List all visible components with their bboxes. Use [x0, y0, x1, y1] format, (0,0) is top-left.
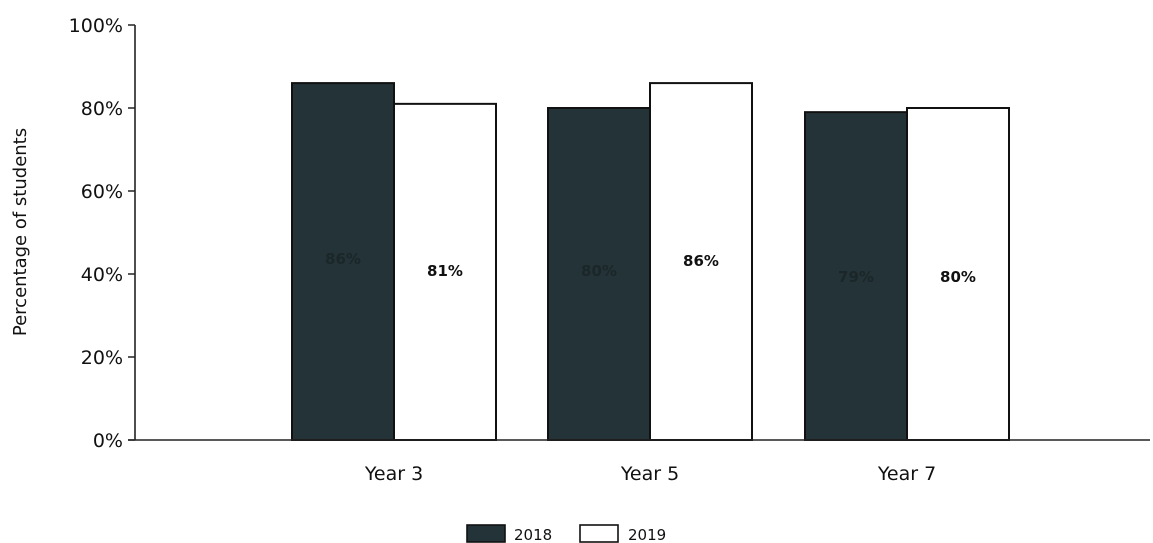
- data-label-2018-year-3: 86%: [325, 250, 361, 268]
- y-tick-label: 20%: [81, 347, 123, 369]
- y-tick-label: 0%: [93, 430, 123, 452]
- bar-2019-year-7: [906, 107, 1010, 441]
- y-tick-label: 100%: [69, 15, 123, 37]
- legend-swatch-2018: [466, 524, 506, 543]
- y-tick-label: 60%: [81, 181, 123, 203]
- bar-2018-year-7: [804, 111, 908, 442]
- data-label-2019-year-5: 86%: [683, 252, 719, 270]
- legend: 2018 2019: [466, 524, 666, 543]
- y-tick-label: 80%: [81, 98, 123, 120]
- data-label-2018-year-7: 79%: [838, 268, 874, 286]
- legend-label-2018: 2018: [514, 526, 552, 543]
- y-axis-title: Percentage of students: [10, 128, 31, 336]
- x-category-label: Year 3: [364, 463, 423, 485]
- data-label-2018-year-5: 80%: [581, 262, 617, 280]
- bar-2019-year-5: [649, 82, 753, 441]
- x-category-label: Year 7: [877, 463, 936, 485]
- x-category-label: Year 5: [620, 463, 679, 485]
- y-tick-label: 40%: [81, 264, 123, 286]
- bar-2019-year-3: [393, 102, 497, 441]
- data-label-2019-year-7: 80%: [940, 268, 976, 286]
- legend-label-2019: 2019: [628, 526, 666, 543]
- legend-swatch-2019: [579, 524, 619, 543]
- data-label-2019-year-3: 81%: [427, 262, 463, 280]
